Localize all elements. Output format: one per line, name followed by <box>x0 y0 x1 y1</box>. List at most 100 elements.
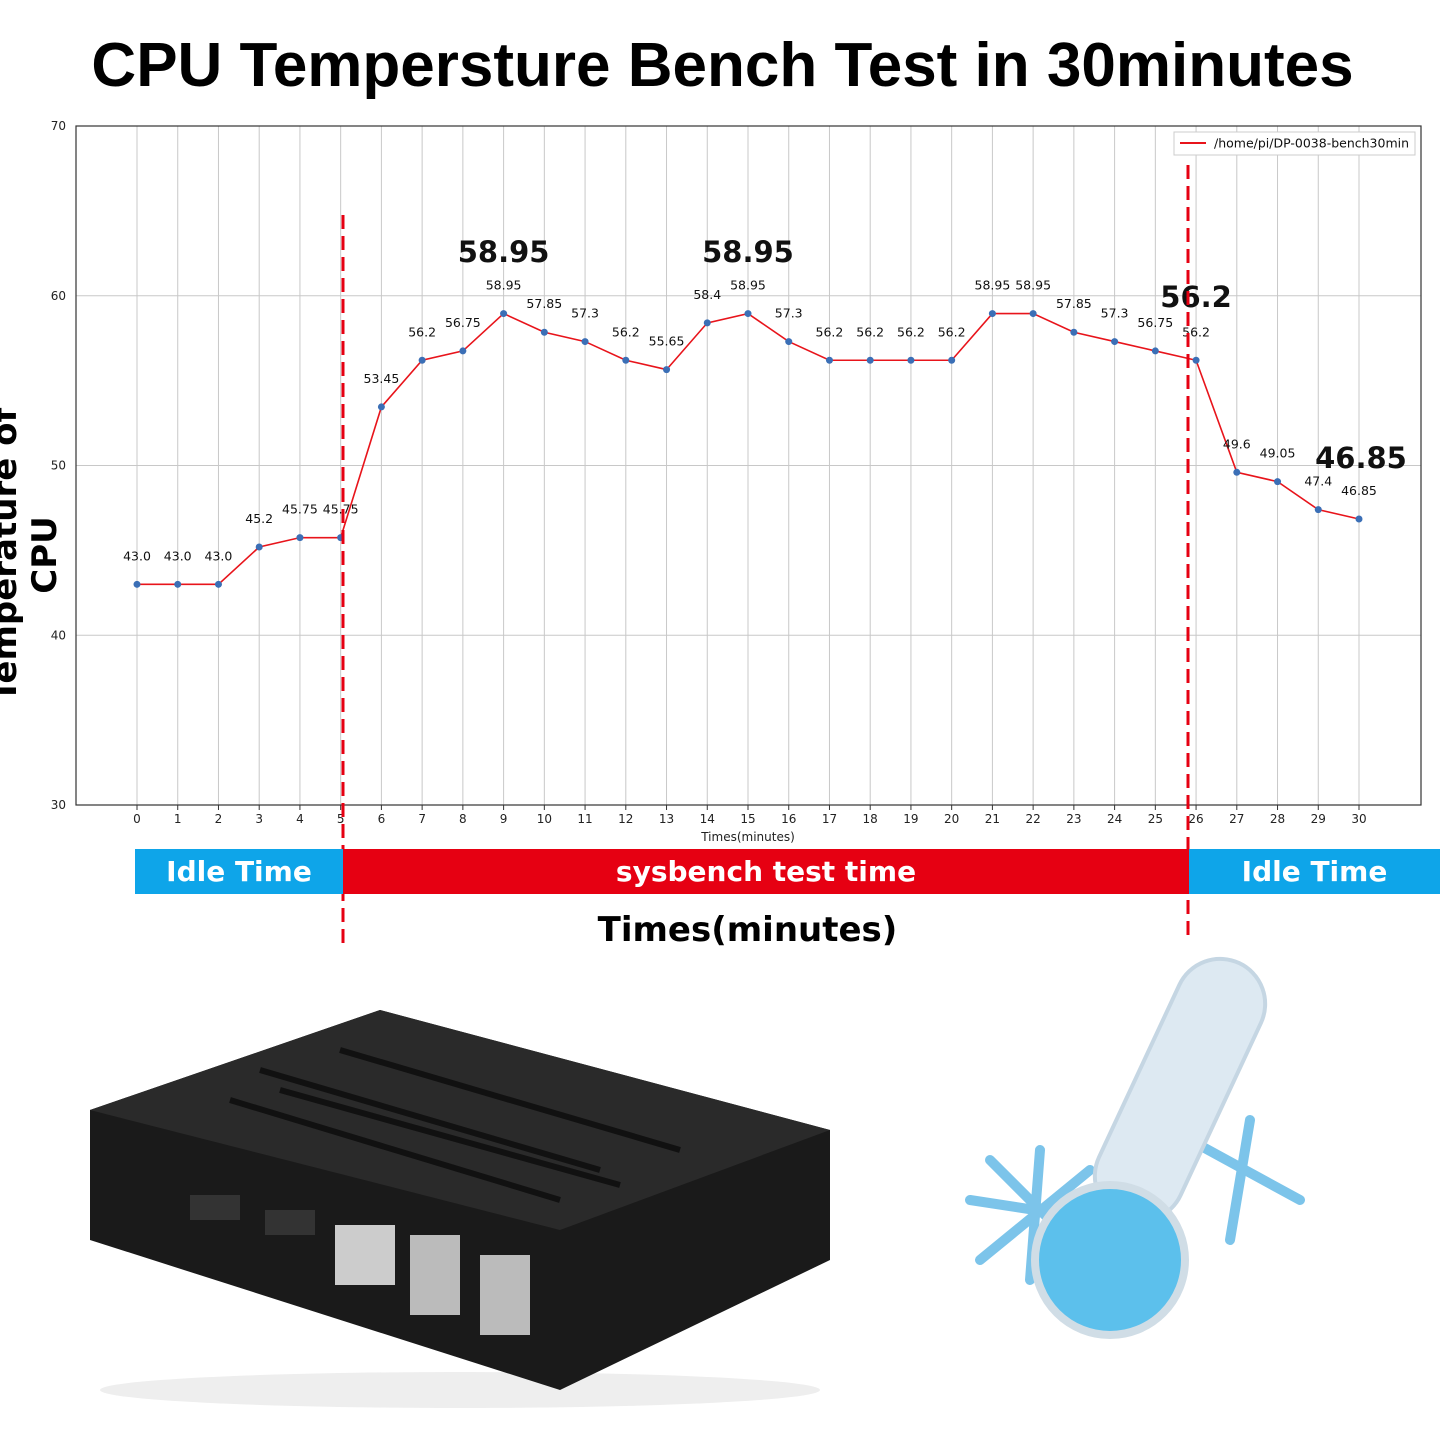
x-tick-label: 9 <box>500 812 508 826</box>
page-title: CPU Tempersture Bench Test in 30minutes <box>91 31 1354 100</box>
x-tick-label: 20 <box>944 812 959 826</box>
x-tick-label: 0 <box>133 812 141 826</box>
x-tick-label: 28 <box>1270 812 1285 826</box>
legend-box <box>1173 131 1416 156</box>
data-point <box>418 356 426 364</box>
data-point <box>988 310 996 318</box>
data-label: 43.0 <box>164 548 192 563</box>
data-label: 43.0 <box>123 548 151 563</box>
data-point <box>948 356 956 364</box>
data-label: 49.6 <box>1223 436 1251 451</box>
x-tick-label: 11 <box>577 812 592 826</box>
x-tick-label: 24 <box>1107 812 1122 826</box>
data-point <box>214 580 222 588</box>
x-tick-label: 1 <box>174 812 182 826</box>
x-tick-label: 8 <box>459 812 467 826</box>
data-point <box>296 534 304 542</box>
phase-band: Idle Time <box>135 849 343 894</box>
data-label: 45.2 <box>245 511 273 526</box>
data-point <box>459 347 467 355</box>
x-tick-label: 18 <box>863 812 878 826</box>
data-label: 56.2 <box>408 324 436 339</box>
x-axis-title: Times(minutes) <box>597 910 898 950</box>
x-axis-label: Times(minutes) <box>700 830 795 844</box>
data-label: 58.95 <box>486 278 522 293</box>
data-label: 57.3 <box>1101 306 1129 321</box>
x-tick-label: 10 <box>537 812 552 826</box>
x-tick-label: 2 <box>215 812 223 826</box>
x-tick-label: 3 <box>255 812 263 826</box>
data-point <box>663 366 671 374</box>
data-point <box>255 543 263 551</box>
data-label: 58.4 <box>693 287 721 302</box>
highlight-label: 56.2 <box>1160 280 1232 314</box>
data-point <box>1192 356 1200 364</box>
data-point <box>500 310 508 318</box>
phase-band: Idle Time <box>1189 849 1440 894</box>
plot-frame <box>75 125 1422 806</box>
x-tick-label: 29 <box>1311 812 1326 826</box>
data-point <box>866 356 874 364</box>
thermometer-snowflake-image <box>965 956 1305 1339</box>
x-tick-label: 19 <box>903 812 918 826</box>
x-tick-label: 12 <box>618 812 633 826</box>
data-label: 58.95 <box>730 278 766 293</box>
x-tick-label: 30 <box>1351 812 1366 826</box>
x-tick-label: 17 <box>822 812 837 826</box>
y-tick-label: 40 <box>51 628 66 642</box>
x-tick-label: 5 <box>337 812 345 826</box>
y-tick-label: 50 <box>51 459 66 473</box>
data-label: 55.65 <box>649 334 685 349</box>
data-point <box>907 356 915 364</box>
data-point <box>133 580 141 588</box>
x-tick-label: 6 <box>378 812 386 826</box>
y-tick-label: 30 <box>51 798 66 812</box>
data-label: 58.95 <box>975 278 1011 293</box>
deskpi-case-image <box>90 1010 830 1408</box>
y-axis-title: Temperature of CPU <box>0 407 65 703</box>
x-tick-label: 26 <box>1188 812 1203 826</box>
data-label: 43.0 <box>205 548 233 563</box>
x-tick-label: 27 <box>1229 812 1244 826</box>
x-tick-label: 21 <box>985 812 1000 826</box>
y-tick-label: 60 <box>51 289 66 303</box>
data-point <box>785 338 793 346</box>
data-label: 57.85 <box>526 296 562 311</box>
x-tick-label: 23 <box>1066 812 1081 826</box>
data-point <box>1233 468 1241 476</box>
data-label: 56.2 <box>856 324 884 339</box>
legend-label: /home/pi/DP-0038-bench30min <box>1214 136 1409 151</box>
x-tick-label: 15 <box>740 812 755 826</box>
data-point <box>1151 347 1159 355</box>
data-point <box>1111 338 1119 346</box>
data-point <box>1070 328 1078 336</box>
x-tick-label: 7 <box>418 812 426 826</box>
data-label: 56.2 <box>1182 324 1210 339</box>
data-label: 56.2 <box>938 324 966 339</box>
data-label: 45.75 <box>282 502 318 517</box>
data-label: 47.4 <box>1304 474 1332 489</box>
data-label: 57.85 <box>1056 296 1092 311</box>
data-point <box>174 580 182 588</box>
data-point <box>703 319 711 327</box>
data-point <box>1029 310 1037 318</box>
x-tick-label: 22 <box>1025 812 1040 826</box>
data-label: 49.05 <box>1260 446 1296 461</box>
x-tick-label: 13 <box>659 812 674 826</box>
phase-band: sysbench test time <box>343 849 1189 894</box>
data-point <box>825 356 833 364</box>
data-label: 57.3 <box>571 306 599 321</box>
data-point <box>377 403 385 411</box>
data-point <box>1355 515 1363 523</box>
data-label: 56.2 <box>897 324 925 339</box>
highlight-label: 58.95 <box>702 235 794 269</box>
data-point <box>744 310 752 318</box>
data-point <box>1314 506 1322 514</box>
data-label: 56.75 <box>445 315 481 330</box>
data-label: 56.75 <box>1137 315 1173 330</box>
data-label: 56.2 <box>612 324 640 339</box>
x-tick-label: 16 <box>781 812 796 826</box>
temperature-chart: 0 1 2 3 4 5 6 7 8 9 10 11 12 13 14 15 16 17 18 19 20 21 22 23 24… <box>51 119 1422 945</box>
data-label: 45.75 <box>323 502 359 517</box>
data-label: 57.3 <box>775 306 803 321</box>
